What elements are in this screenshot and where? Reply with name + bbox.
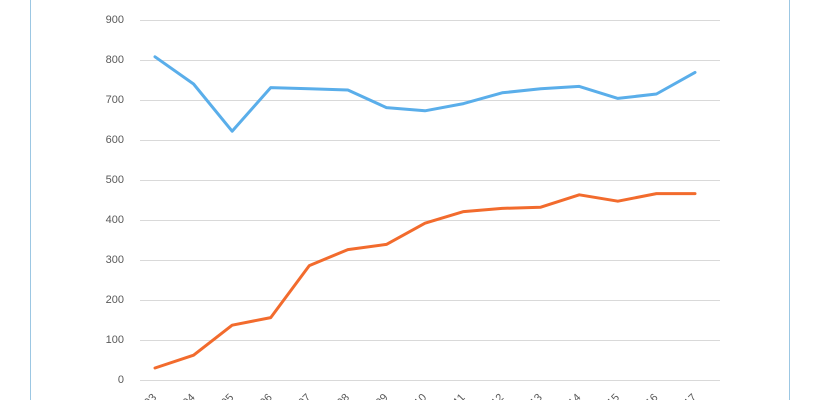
- x-tick-label: 14: [566, 392, 583, 400]
- x-tick-label: 03: [142, 392, 159, 400]
- x-tick-label: 09: [373, 392, 390, 400]
- x-tick-label: 06: [258, 392, 275, 400]
- y-tick-label: 400: [106, 214, 124, 226]
- x-tick-label: 07: [296, 392, 313, 400]
- y-tick-label: 700: [106, 94, 124, 106]
- y-tick-label: 300: [106, 254, 124, 266]
- x-tick-label: 16: [643, 392, 660, 400]
- y-tick-label: 800: [106, 54, 124, 66]
- series-line: [153, 192, 697, 370]
- x-tick-label: 08: [335, 392, 352, 400]
- x-tick-label: 04: [181, 392, 198, 400]
- y-tick-label: 900: [106, 14, 124, 26]
- y-tick-label: 200: [106, 294, 124, 306]
- y-tick-label: 600: [106, 134, 124, 146]
- x-tick-label: 12: [489, 392, 506, 400]
- y-tick-label: 0: [118, 374, 124, 386]
- y-tick-label: 500: [106, 174, 124, 186]
- y-tick-label: 100: [106, 334, 124, 346]
- x-tick-label: 15: [605, 392, 622, 400]
- x-tick-label: 11: [451, 392, 468, 400]
- x-tick-label: 13: [528, 392, 545, 400]
- x-tick-label: 17: [682, 392, 699, 400]
- x-tick-label: 05: [219, 392, 236, 400]
- series-line: [153, 55, 697, 133]
- x-tick-label: 10: [412, 392, 429, 400]
